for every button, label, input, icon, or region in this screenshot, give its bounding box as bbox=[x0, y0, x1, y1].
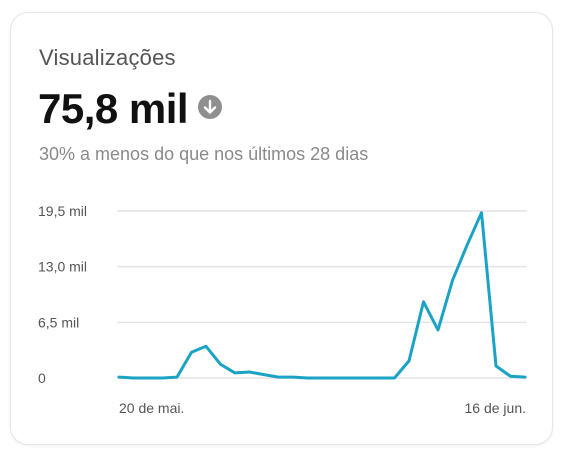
comparison-text: 30% a menos do que nos últimos 28 dias bbox=[39, 144, 369, 164]
y-tick-label: 13,0 mil bbox=[38, 259, 87, 275]
x-tick-label-start: 20 de mai. bbox=[119, 400, 184, 416]
arrow-down-circle-icon bbox=[198, 95, 223, 119]
y-tick-label: 6,5 mil bbox=[38, 314, 79, 330]
x-tick-label-end: 16 de jun. bbox=[465, 400, 527, 416]
card-title: Visualizações bbox=[39, 45, 176, 70]
y-tick-label: 0 bbox=[38, 370, 46, 386]
metric-value: 75,8 mil bbox=[38, 85, 189, 132]
views-card: Visualizações 75,8 mil 30% a menos do qu… bbox=[10, 12, 553, 445]
series-line bbox=[117, 211, 527, 380]
metric-row: 75,8 mil bbox=[38, 85, 223, 133]
y-tick-label: 19,5 mil bbox=[38, 203, 87, 219]
